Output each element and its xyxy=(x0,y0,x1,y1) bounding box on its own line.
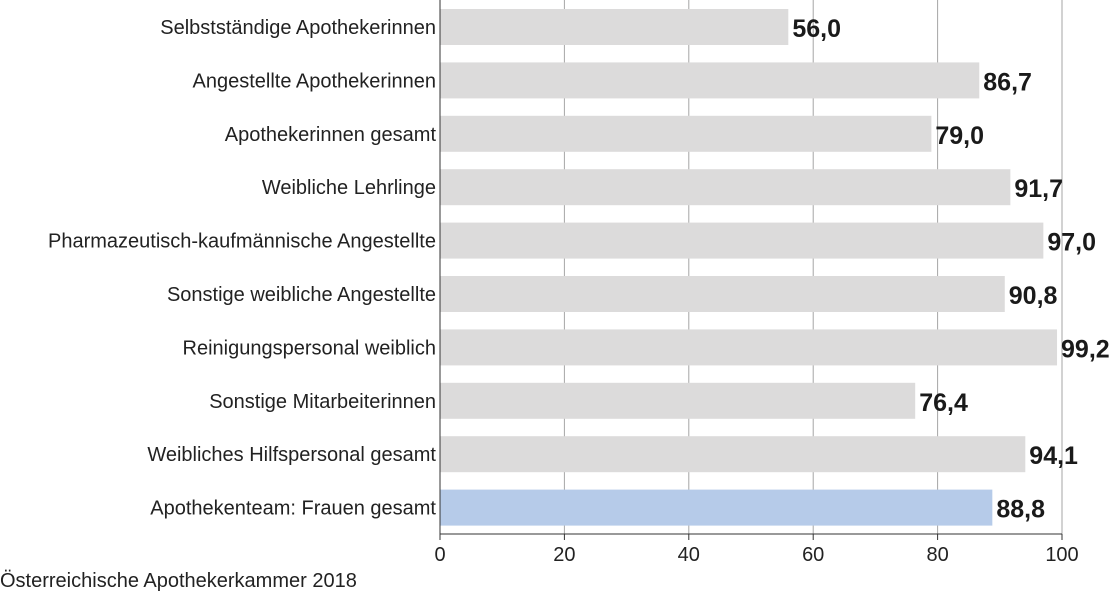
category-label: Selbstständige Apothekerinnen xyxy=(160,17,436,39)
category-label: Sonstige Mitarbeiterinnen xyxy=(209,391,436,413)
source-note: Österreichische Apothekerkammer 2018 xyxy=(0,570,357,592)
bar-10 xyxy=(440,489,993,526)
value-label: 91,7 xyxy=(1014,175,1063,203)
category-label: Weibliches Hilfspersonal gesamt xyxy=(147,444,436,466)
bar-6 xyxy=(440,276,1005,312)
value-label: 88,8 xyxy=(996,496,1045,524)
bar-7 xyxy=(440,329,1058,366)
category-label: Sonstige weibliche Angestellte xyxy=(167,284,436,306)
category-label: Weibliche Lehrlinge xyxy=(262,177,436,199)
bar-8 xyxy=(440,382,916,419)
value-label: 86,7 xyxy=(983,68,1032,96)
value-label: 56,0 xyxy=(792,15,841,43)
bar-2 xyxy=(440,62,980,99)
x-tick-label: 80 xyxy=(926,544,948,566)
value-label: 94,1 xyxy=(1029,442,1078,470)
category-label: Apothekenteam: Frauen gesamt xyxy=(150,498,436,520)
x-tick-label: 60 xyxy=(802,544,824,566)
value-label: 79,0 xyxy=(935,122,984,150)
category-label: Pharmazeutisch-kaufmännische Angestellte xyxy=(48,231,436,253)
bar-1 xyxy=(440,9,789,45)
category-label: Angestellte Apothekerinnen xyxy=(192,70,436,92)
category-label: Reinigungspersonal weiblich xyxy=(183,337,437,359)
bars xyxy=(440,9,1058,526)
x-tick-label: 0 xyxy=(434,544,445,566)
x-axis: 0 20 40 60 80 100 xyxy=(434,0,1079,566)
bar-4 xyxy=(440,169,1011,206)
category-label: Apothekerinnen gesamt xyxy=(225,124,437,146)
value-labels: 56,0 86,7 79,0 91,7 97,0 90,899,2 76,4 94,1 88,8 xyxy=(792,15,1109,524)
x-tick-label: 100 xyxy=(1045,544,1078,566)
value-label: 76,4 xyxy=(919,389,968,417)
bar-3 xyxy=(440,115,932,152)
x-tick-label: 40 xyxy=(678,544,700,566)
bar-5 xyxy=(440,222,1044,259)
x-tick-label: 20 xyxy=(553,544,575,566)
value-label: 99,2 xyxy=(1061,335,1110,363)
category-labels: Selbstständige Apothekerinnen Angestellte… xyxy=(48,17,436,520)
bar-9 xyxy=(440,436,1026,473)
value-label: 97,0 xyxy=(1047,229,1096,257)
value-label: 90,8 xyxy=(1009,282,1058,310)
